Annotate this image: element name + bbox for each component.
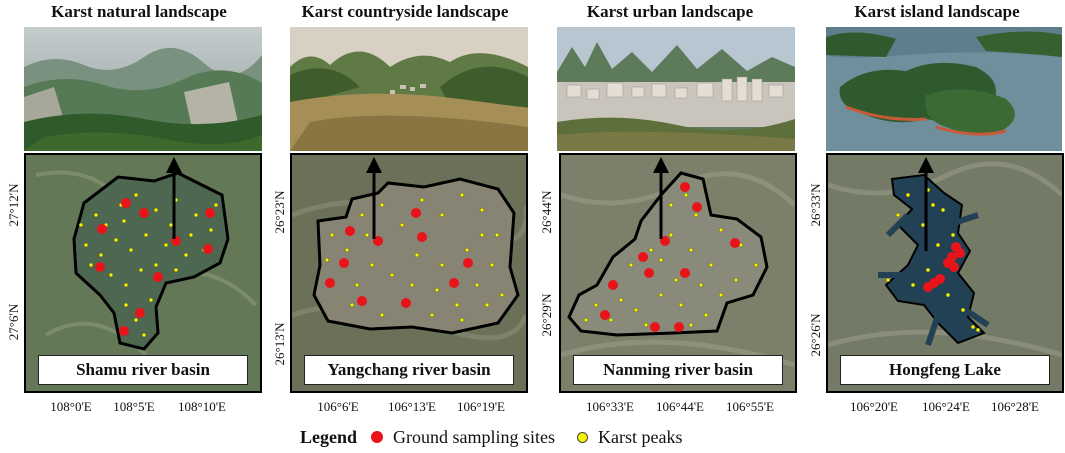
panel-shamu: Karst natural landscape [6,0,264,453]
y-tick-label: 26°13'N [272,322,287,366]
landscape-photo [557,27,795,151]
legend-title: Legend [300,426,358,447]
panel-title: Karst island landscape [854,2,1020,21]
landscape-photo [290,27,528,151]
x-tick-label: 108°0'E [50,399,92,414]
panel-yangchang: Karst countryside landscape [272,0,530,453]
x-tick-label: 106°13'E [388,399,436,414]
basin-label: Shamu river basin [38,355,248,385]
north-arrow-icon [366,157,382,239]
basin-label: Hongfeng Lake [840,355,1050,385]
x-tick-label: 108°10'E [178,399,226,414]
north-arrow-icon [918,157,934,251]
x-tick-label: 106°6'E [317,399,359,414]
panel-title: Karst urban landscape [586,2,754,21]
landscape-photo [826,27,1062,151]
y-tick-label: 26°23'N [272,190,287,234]
y-tick-label: 27°6'N [6,303,21,341]
legend-item-karst-peaks: Karst peaks [577,426,683,448]
x-tick-label: 106°44'E [656,399,704,414]
legend-label: Karst peaks [598,426,683,447]
panel-hongfeng: Karst island landscape [808,0,1064,453]
x-tick-label: 106°24'E [922,399,970,414]
red-dot-icon [371,431,384,443]
basin-map: Shamu river basin [24,153,262,393]
y-tick-label: 27°12'N [6,183,21,227]
legend-item-sampling-sites: Ground sampling sites [371,427,555,448]
legend-label: Ground sampling sites [393,426,556,447]
north-arrow-icon [653,157,669,239]
basin-label: Yangchang river basin [304,355,514,385]
x-tick-label: 108°5'E [113,399,155,414]
basin-map: Yangchang river basin [290,153,528,393]
x-tick-label: 106°20'E [850,399,898,414]
x-tick-label: 106°28'E [991,399,1039,414]
x-tick-label: 106°33'E [586,399,634,414]
yellow-dot-icon [577,431,589,443]
basin-label: Nanming river basin [573,355,783,385]
panel-title: Karst countryside landscape [301,2,509,21]
landscape-photo [24,27,262,151]
x-tick-label: 106°19'E [457,399,505,414]
basin-map: Nanming river basin [559,153,797,393]
y-tick-label: 26°26'N [808,313,823,357]
north-arrow-icon [166,157,182,239]
y-tick-label: 26°33'N [808,183,823,227]
legend: Legend Ground sampling sites Karst peaks [300,424,705,450]
y-tick-label: 26°29'N [539,293,554,337]
basin-map: Hongfeng Lake [826,153,1064,393]
panel-title: Karst natural landscape [51,2,227,21]
panel-nanming: Karst urban landscape [539,0,797,453]
y-tick-label: 26°44'N [539,190,554,234]
x-tick-label: 106°55'E [726,399,774,414]
